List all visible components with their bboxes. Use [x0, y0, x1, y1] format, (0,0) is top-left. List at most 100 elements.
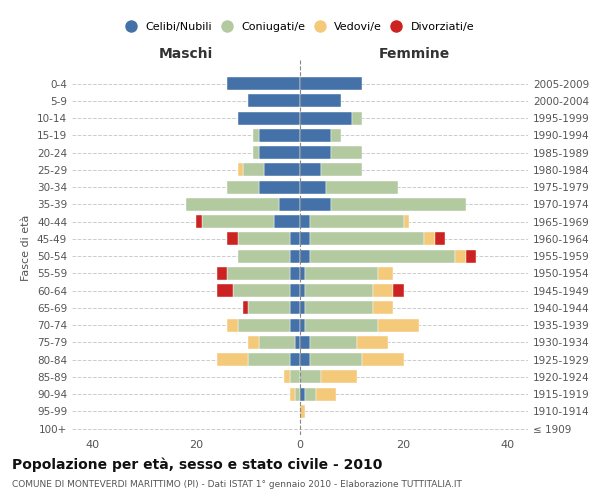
- Bar: [305, 318, 378, 332]
- Bar: [238, 164, 243, 176]
- Bar: [357, 336, 388, 349]
- Bar: [295, 388, 300, 400]
- Bar: [305, 388, 316, 400]
- Bar: [196, 215, 202, 228]
- Bar: [300, 146, 331, 159]
- Text: Femmine: Femmine: [379, 47, 449, 61]
- Bar: [248, 94, 300, 108]
- Bar: [248, 302, 290, 314]
- Bar: [316, 388, 336, 400]
- Bar: [310, 215, 404, 228]
- Bar: [274, 215, 300, 228]
- Bar: [238, 318, 290, 332]
- Bar: [321, 370, 357, 384]
- Bar: [284, 370, 290, 384]
- Bar: [310, 353, 362, 366]
- Bar: [310, 232, 424, 245]
- Y-axis label: Fasce di età: Fasce di età: [22, 214, 31, 280]
- Bar: [305, 267, 378, 280]
- Bar: [290, 370, 300, 384]
- Bar: [300, 267, 305, 280]
- Bar: [264, 164, 300, 176]
- Bar: [279, 198, 300, 211]
- Bar: [259, 146, 300, 159]
- Bar: [238, 250, 290, 262]
- Bar: [300, 180, 326, 194]
- Bar: [300, 250, 310, 262]
- Bar: [248, 353, 290, 366]
- Bar: [300, 198, 331, 211]
- Bar: [227, 318, 238, 332]
- Bar: [290, 232, 300, 245]
- Bar: [300, 77, 362, 90]
- Bar: [300, 370, 321, 384]
- Bar: [378, 318, 419, 332]
- Bar: [186, 198, 279, 211]
- Bar: [290, 318, 300, 332]
- Bar: [300, 302, 305, 314]
- Bar: [373, 302, 393, 314]
- Bar: [290, 284, 300, 297]
- Bar: [331, 146, 362, 159]
- Bar: [362, 353, 404, 366]
- Bar: [310, 336, 357, 349]
- Bar: [300, 94, 341, 108]
- Bar: [259, 336, 295, 349]
- Bar: [300, 405, 305, 418]
- Bar: [290, 250, 300, 262]
- Bar: [378, 267, 393, 280]
- Bar: [238, 232, 290, 245]
- Bar: [202, 215, 274, 228]
- Bar: [217, 353, 248, 366]
- Text: Popolazione per età, sesso e stato civile - 2010: Popolazione per età, sesso e stato civil…: [12, 458, 382, 472]
- Bar: [331, 129, 341, 142]
- Bar: [455, 250, 466, 262]
- Bar: [259, 180, 300, 194]
- Bar: [424, 232, 435, 245]
- Bar: [290, 388, 295, 400]
- Bar: [253, 129, 259, 142]
- Bar: [259, 129, 300, 142]
- Bar: [435, 232, 445, 245]
- Bar: [300, 353, 310, 366]
- Bar: [373, 284, 393, 297]
- Bar: [290, 267, 300, 280]
- Bar: [331, 198, 466, 211]
- Bar: [300, 129, 331, 142]
- Bar: [305, 302, 373, 314]
- Bar: [326, 180, 398, 194]
- Bar: [404, 215, 409, 228]
- Bar: [290, 353, 300, 366]
- Bar: [310, 250, 455, 262]
- Bar: [217, 267, 227, 280]
- Text: Maschi: Maschi: [159, 47, 213, 61]
- Bar: [243, 164, 264, 176]
- Bar: [227, 267, 290, 280]
- Bar: [217, 284, 233, 297]
- Bar: [300, 318, 305, 332]
- Bar: [321, 164, 362, 176]
- Bar: [295, 336, 300, 349]
- Bar: [300, 336, 310, 349]
- Bar: [227, 232, 238, 245]
- Bar: [238, 112, 300, 124]
- Text: COMUNE DI MONTEVERDI MARITTIMO (PI) - Dati ISTAT 1° gennaio 2010 - Elaborazione : COMUNE DI MONTEVERDI MARITTIMO (PI) - Da…: [12, 480, 462, 489]
- Bar: [305, 284, 373, 297]
- Bar: [290, 302, 300, 314]
- Bar: [300, 284, 305, 297]
- Bar: [300, 388, 305, 400]
- Bar: [466, 250, 476, 262]
- Bar: [300, 232, 310, 245]
- Bar: [227, 180, 259, 194]
- Bar: [227, 77, 300, 90]
- Bar: [243, 302, 248, 314]
- Bar: [300, 164, 321, 176]
- Bar: [300, 215, 310, 228]
- Legend: Celibi/Nubili, Coniugati/e, Vedovi/e, Divorziati/e: Celibi/Nubili, Coniugati/e, Vedovi/e, Di…: [121, 17, 479, 36]
- Bar: [393, 284, 404, 297]
- Bar: [300, 112, 352, 124]
- Bar: [248, 336, 259, 349]
- Bar: [233, 284, 290, 297]
- Bar: [253, 146, 259, 159]
- Bar: [352, 112, 362, 124]
